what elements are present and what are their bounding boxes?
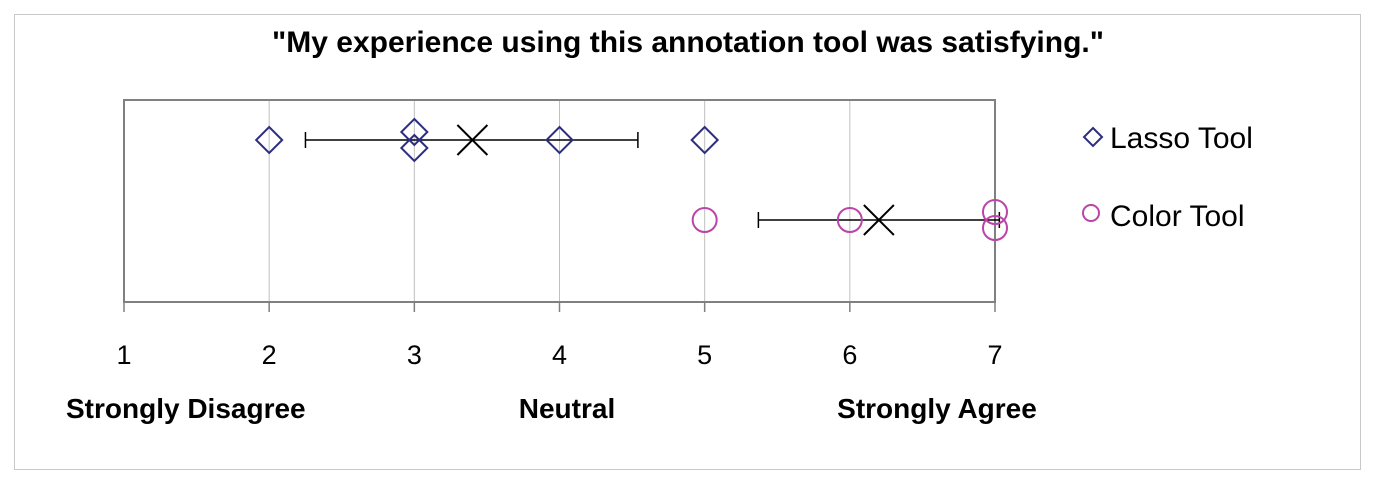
scale-anchor-label: Strongly Agree: [837, 393, 1037, 424]
x-tick-label: 7: [987, 340, 1002, 370]
scale-anchor-label: Strongly Disagree: [66, 393, 306, 424]
chart-frame: [14, 14, 1361, 470]
data-point: [982, 199, 1008, 225]
legend-label: Color Tool: [1110, 200, 1245, 233]
x-tick-label: 4: [552, 340, 567, 370]
data-point: [399, 117, 429, 147]
legend: Lasso Tool Color Tool: [1082, 122, 1253, 233]
series-lasso-tool: [254, 117, 720, 163]
scale-anchor-labels: Strongly Disagree Neutral Strongly Agree: [66, 393, 1037, 424]
data-point: [690, 125, 720, 155]
legend-item: Color Tool: [1082, 200, 1245, 233]
data-point: [982, 215, 1008, 241]
legend-circle-icon: [1082, 204, 1100, 222]
chart-title: "My experience using this annotation too…: [272, 26, 1104, 59]
data-point: [545, 125, 574, 155]
x-tick-label: 5: [697, 340, 712, 370]
x-tick-label: 2: [262, 340, 277, 370]
x-tick-label: 6: [842, 340, 857, 370]
legend-label: Lasso Tool: [1110, 122, 1253, 155]
mean-marker: [456, 124, 489, 156]
x-tick-label: 1: [116, 340, 131, 370]
x-axis: 1 2 3 4 5 6 7: [116, 302, 1003, 370]
legend-diamond-icon: [1082, 126, 1104, 148]
mean-marker: [863, 204, 895, 236]
data-point: [836, 207, 863, 233]
x-tick-label: 3: [407, 340, 422, 370]
legend-item: Lasso Tool: [1082, 122, 1253, 155]
data-marks: [254, 117, 1008, 241]
data-point: [399, 133, 429, 163]
scale-anchor-label: Neutral: [519, 393, 615, 424]
data-point: [691, 207, 718, 233]
gridlines: [268, 100, 851, 302]
series-color-tool: [691, 199, 1008, 241]
data-point: [254, 125, 284, 155]
